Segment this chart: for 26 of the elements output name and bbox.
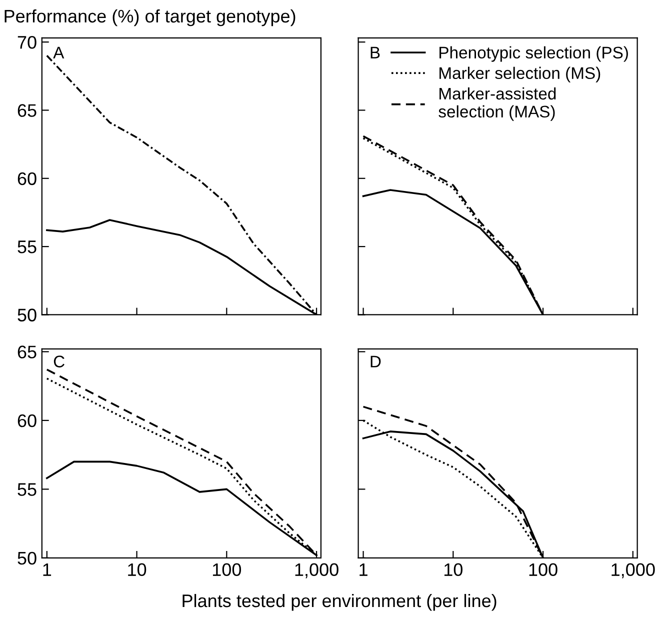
x-tick-label: 100 xyxy=(212,563,242,576)
chart-title: Performance (%) of target genotype) xyxy=(4,9,296,26)
y-tick-label: 50 xyxy=(18,308,36,322)
y-tick-label: 70 xyxy=(18,36,36,49)
y-tick-label: 60 xyxy=(18,414,36,428)
legend-label: Marker selection (MS) xyxy=(440,66,600,82)
legend-label: Phenotypic selection (PS) xyxy=(440,46,628,62)
x-tick-label: 1 xyxy=(360,563,368,576)
annotation: B xyxy=(370,46,380,58)
x-tick-label: 10 xyxy=(128,563,146,576)
y-tick-label: 65 xyxy=(18,346,36,358)
annotation: A xyxy=(53,46,64,58)
x-tick-label: 1 xyxy=(43,563,52,576)
x-tick-label: 10 xyxy=(444,563,462,576)
legend-label: Marker-assisted selection (MAS) xyxy=(438,87,556,121)
y-tick-label: 55 xyxy=(18,240,36,254)
y-tick-label: 60 xyxy=(18,172,36,186)
x-tick-label: 1,000 xyxy=(295,563,338,578)
y-tick-label: 55 xyxy=(18,483,36,496)
x-axis-title: Plants tested per environment (per line) xyxy=(182,594,496,611)
y-tick-label: 65 xyxy=(18,104,36,117)
annotation: C xyxy=(54,356,64,368)
x-tick-label: 100 xyxy=(529,563,558,576)
x-tick-label: 1,000 xyxy=(612,563,655,578)
annotation: D xyxy=(370,356,381,368)
y-tick-label: 50 xyxy=(18,552,36,565)
